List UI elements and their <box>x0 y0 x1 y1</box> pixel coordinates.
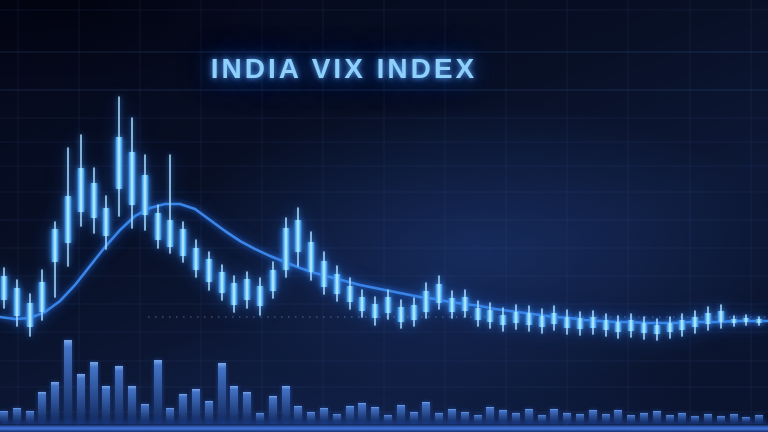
candlestick-series <box>0 96 763 341</box>
moving-average-line <box>0 202 768 325</box>
volume-bar-series <box>0 340 763 422</box>
chart-title: INDIA VIX INDEX <box>210 53 478 84</box>
bottom-glow-strip <box>0 424 768 432</box>
